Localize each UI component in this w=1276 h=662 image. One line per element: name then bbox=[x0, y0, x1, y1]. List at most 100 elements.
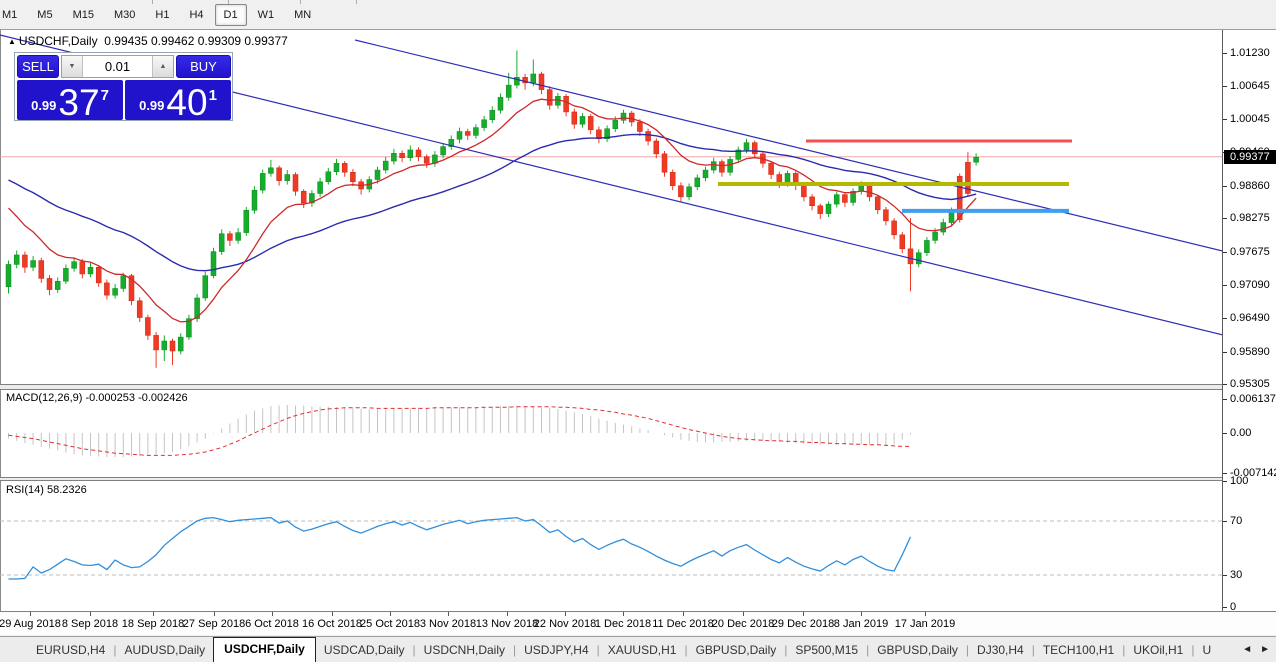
price-chart-pane[interactable] bbox=[0, 30, 1222, 384]
axis-tick bbox=[1223, 318, 1227, 320]
axis-tick bbox=[1223, 119, 1227, 121]
sell-price-button[interactable]: 0.99 37 7 bbox=[17, 80, 123, 124]
chart-tab-eurusd[interactable]: EURUSD,H4 bbox=[36, 643, 106, 657]
price-axis-label: 0.95890 bbox=[1230, 345, 1270, 358]
candlestick bbox=[407, 149, 414, 159]
date-tick bbox=[390, 612, 391, 616]
candlestick bbox=[112, 288, 118, 296]
chart-tab-gbpusd[interactable]: GBPUSD,Daily bbox=[695, 643, 777, 657]
tab-separator: | bbox=[412, 643, 416, 657]
timeframe-button-m15[interactable]: M15 bbox=[72, 8, 94, 21]
volume-increase-button[interactable]: ▲ bbox=[152, 56, 173, 77]
pane-splitter[interactable] bbox=[0, 384, 1276, 390]
chart-tab-tech100[interactable]: TECH100,H1 bbox=[1042, 643, 1115, 657]
timeframe-button-h4[interactable]: H4 bbox=[189, 8, 204, 21]
candlestick bbox=[391, 153, 397, 162]
timeframe-button-h1[interactable]: H1 bbox=[155, 8, 170, 21]
chart-tab-usdcnh[interactable]: USDCNH,Daily bbox=[423, 643, 506, 657]
candlestick bbox=[932, 231, 938, 241]
axis-tick bbox=[1223, 85, 1227, 87]
candlestick bbox=[399, 153, 405, 159]
chart-tab-gbpusd[interactable]: GBPUSD,Daily bbox=[877, 643, 958, 657]
date-tick bbox=[683, 612, 684, 616]
chart-tab-u[interactable]: U bbox=[1202, 643, 1212, 657]
rsi-axis-label: 30 bbox=[1230, 569, 1243, 581]
candlestick bbox=[169, 340, 176, 352]
timeframe-button-m1[interactable]: M1 bbox=[2, 8, 18, 21]
chart-tab-sp500[interactable]: SP500,M15 bbox=[795, 643, 859, 657]
volume-input[interactable]: 0.01 bbox=[104, 59, 131, 74]
chart-symbol-label: USDCHF,Daily bbox=[18, 34, 98, 48]
candlestick bbox=[243, 210, 250, 233]
timeframe-button-d1[interactable]: D1 bbox=[214, 3, 247, 26]
pane-splitter[interactable] bbox=[0, 477, 1276, 481]
tab-scroll-right-icon[interactable]: ► bbox=[1260, 644, 1270, 655]
trendline[interactable] bbox=[354, 39, 1222, 264]
candlestick bbox=[341, 163, 348, 173]
timeframe-button-mn[interactable]: MN bbox=[294, 8, 312, 21]
date-axis-label: 1 Dec 2018 bbox=[594, 618, 652, 630]
candlestick bbox=[473, 127, 479, 136]
collapse-triangle-icon[interactable]: ▲ bbox=[8, 37, 16, 46]
chart-tab-usdchf-active[interactable]: USDCHF,Daily bbox=[213, 637, 316, 662]
chart-tab-dj30[interactable]: DJ30,H4 bbox=[977, 643, 1024, 657]
timeframe-button-m30[interactable]: M30 bbox=[113, 8, 136, 21]
candlestick bbox=[514, 77, 520, 86]
axis-tick bbox=[1223, 607, 1227, 608]
candlestick bbox=[825, 203, 832, 214]
candlestick bbox=[694, 177, 701, 188]
date-axis-label: 20 Dec 2018 bbox=[711, 618, 775, 630]
chart-tab-xauusd[interactable]: XAUUSD,H1 bbox=[607, 643, 677, 657]
axis-tick bbox=[1223, 218, 1227, 220]
axis-tick bbox=[1223, 398, 1227, 400]
buy-button[interactable]: BUY bbox=[176, 55, 231, 78]
toolbar-separator bbox=[228, 0, 229, 4]
volume-decrease-button[interactable]: ▼ bbox=[62, 56, 83, 77]
tab-scroll-left-icon[interactable]: ◄ bbox=[1242, 644, 1253, 655]
candlestick bbox=[899, 234, 906, 250]
sell-price-main: 37 bbox=[58, 82, 100, 124]
candlestick bbox=[481, 119, 487, 128]
date-axis-label: 8 Sep 2018 bbox=[61, 618, 119, 630]
axis-tick bbox=[1223, 575, 1227, 576]
chart-tab-usdjpy[interactable]: USDJPY,H4 bbox=[524, 643, 589, 657]
time-axis[interactable]: 29 Aug 2018 8 Sep 2018 18 Sep 2018 27 Sep 2… bbox=[0, 611, 1276, 635]
candlestick bbox=[678, 185, 684, 198]
candlestick bbox=[628, 112, 635, 123]
rsi-pane[interactable] bbox=[0, 481, 1222, 611]
candlestick bbox=[186, 318, 192, 338]
timeframe-button-w1[interactable]: W1 bbox=[257, 8, 275, 21]
candlestick bbox=[645, 131, 651, 142]
candlestick bbox=[612, 120, 619, 129]
macd-pane[interactable] bbox=[0, 390, 1222, 477]
macd-signal-line bbox=[8, 406, 911, 456]
candlestick bbox=[874, 196, 881, 210]
chart-tab-audusd[interactable]: AUDUSD,Daily bbox=[124, 643, 206, 657]
date-tick bbox=[803, 612, 804, 616]
candlestick bbox=[546, 89, 553, 106]
candlestick bbox=[522, 77, 528, 84]
price-axis[interactable]: 1.012301.006451.000450.994600.988600.982… bbox=[1222, 30, 1276, 613]
one-click-trading-panel: SELL ▼ 0.01 ▲ BUY 0.99 37 7 0.99 40 1 bbox=[14, 52, 233, 121]
axis-tick bbox=[1223, 251, 1227, 253]
axis-tick bbox=[1223, 351, 1227, 353]
candlestick bbox=[415, 149, 422, 157]
candlestick bbox=[883, 209, 889, 222]
candlestick bbox=[833, 194, 840, 205]
candlestick bbox=[710, 161, 717, 171]
chart-tab-usdcad[interactable]: USDCAD,Daily bbox=[323, 643, 405, 657]
buy-price-button[interactable]: 0.99 40 1 bbox=[125, 80, 231, 121]
date-tick bbox=[90, 612, 91, 616]
candlestick bbox=[891, 220, 897, 236]
date-tick bbox=[448, 612, 449, 616]
toolbar-separator bbox=[300, 0, 301, 4]
chart-tab-ukoil[interactable]: UKOil,H1 bbox=[1133, 643, 1184, 657]
timeframe-button-m5[interactable]: M5 bbox=[37, 8, 53, 21]
timeframe-toolbar: M1 M5 M15 M30 H1 H4 D1 W1 MN bbox=[0, 0, 1276, 30]
current-price-box: 0.99377 bbox=[1224, 149, 1276, 164]
candlestick bbox=[350, 172, 356, 183]
sell-button[interactable]: SELL bbox=[17, 55, 59, 78]
candlestick bbox=[161, 340, 168, 351]
tab-separator: | bbox=[866, 643, 870, 657]
